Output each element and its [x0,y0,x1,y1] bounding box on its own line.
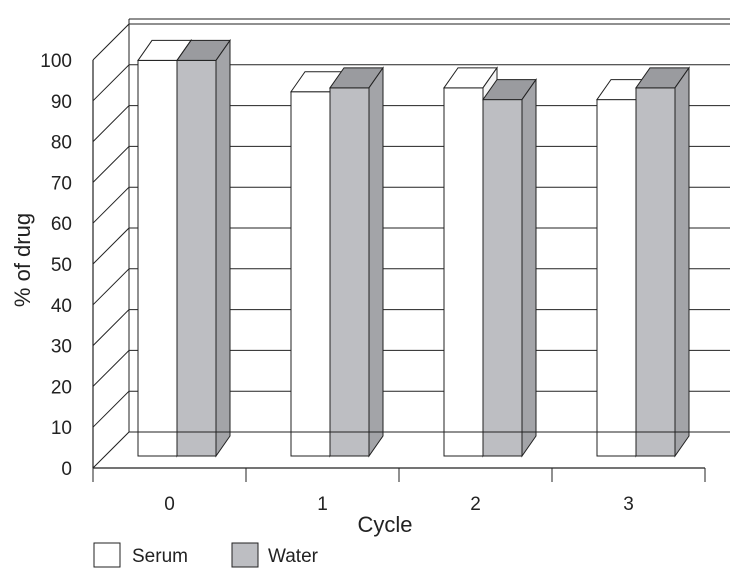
bar-side [521,77,537,458]
bar-side [215,38,231,458]
y-tick-label: 50 [51,255,72,276]
x-axis-title: Cycle [357,512,412,537]
y-tick-label: 10 [51,418,72,439]
y-tick-label: 0 [61,459,72,480]
bar-water-1 [329,66,384,458]
chart-walls [128,18,730,432]
y-axis-title: % of drug [10,213,35,307]
gridline-diagonal [92,105,130,142]
axes [92,60,730,482]
bar-front [290,91,331,457]
legend-label-serum: Serum [132,546,188,567]
bar-water-0 [176,38,231,458]
gridline-diagonal [92,390,130,428]
y-tick-label: 20 [51,377,72,398]
bar-water-2 [482,77,537,458]
bar-side [368,66,384,458]
y-tick-labels: 0 10 20 30 40 50 60 70 80 90 100 [40,51,72,480]
y-tick-label: 60 [51,214,72,235]
legend-swatch-water [231,542,259,568]
gridline-diagonal [92,186,130,224]
gridline-diagonal [92,146,130,183]
bar-front [482,99,523,457]
gridline-diagonal [92,350,130,387]
x-tick-label: 0 [164,494,175,515]
legend-swatch-serum [93,542,121,568]
bar-front [329,87,370,457]
gridline-diagonal [92,23,130,61]
bar-front [635,87,676,457]
gridline-diagonal [92,268,130,306]
x-tick-label: 3 [623,494,634,515]
gridline-diagonal [92,431,130,469]
bar-water-3 [635,66,690,458]
y-tick-label: 30 [51,337,72,358]
bar-side [674,66,690,458]
x-tick-label: 1 [317,494,328,515]
bar-front [443,87,484,457]
bars [137,38,690,458]
x-tick-label: 2 [470,494,481,515]
bar-front [176,59,217,457]
legend: Serum Water [93,542,319,568]
y-tick-label: 70 [51,173,72,194]
y-tick-label: 90 [51,92,72,113]
legend-label-water: Water [268,546,319,567]
y-tick-label: 100 [40,51,72,72]
bar-front [137,59,178,457]
y-tick-label: 40 [51,296,72,317]
gridline-diagonal [92,309,130,346]
bar-front [596,99,637,457]
y-tick-label: 80 [51,133,72,154]
gridline-diagonal [92,227,130,265]
x-tick-labels: 0 1 2 3 [164,494,634,515]
gridline-diagonal [92,64,130,102]
